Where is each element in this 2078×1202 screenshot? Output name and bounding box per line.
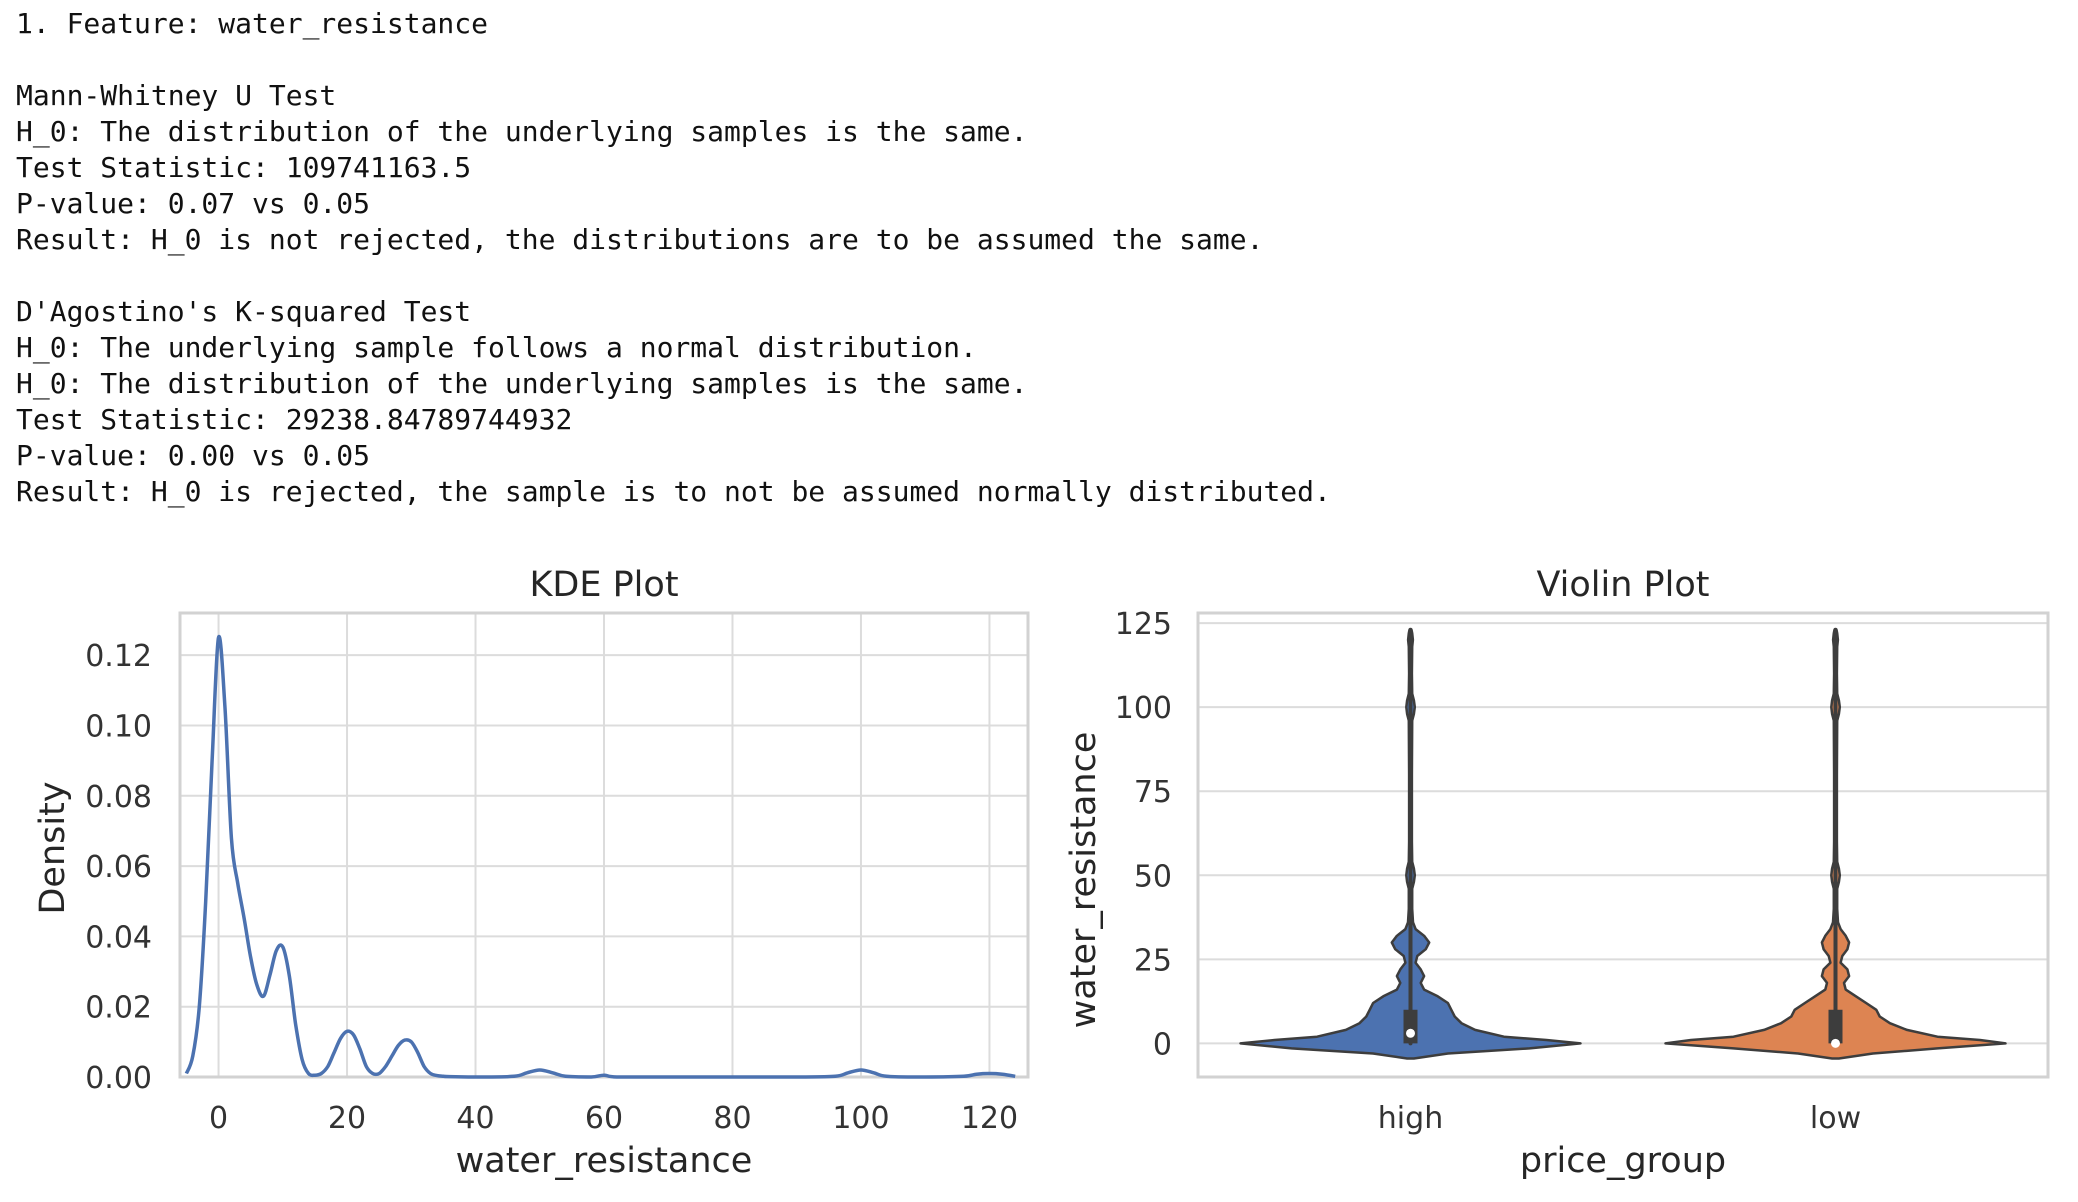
violin-chart: Violin Plot price_group water_resistance… (1064, 565, 2050, 1181)
kde-x-tick-label: 120 (961, 1101, 1018, 1136)
mann-whitney-p-value: P-value: 0.07 vs 0.05 (16, 187, 371, 220)
violin-box-low (1828, 1009, 1843, 1044)
kde-x-tick-label: 60 (585, 1101, 623, 1136)
test-output: 1. Feature: water_resistance Mann-Whitne… (16, 6, 1331, 510)
kde-y-axis-label: Density (33, 781, 73, 914)
kde-y-tick-label: 0.06 (85, 850, 152, 885)
kde-x-axis-label: water_resistance (456, 1141, 753, 1181)
kde-x-tick-label: 40 (456, 1101, 494, 1136)
violin-y-tick-label: 100 (1115, 691, 1172, 726)
kde-x-tick-label: 0 (209, 1101, 228, 1136)
kde-y-tick-label: 0.08 (85, 780, 152, 815)
kde-density-line (184, 634, 1016, 1079)
mann-whitney-title: Mann-Whitney U Test (16, 79, 337, 112)
violin-y-tick-label: 125 (1115, 607, 1172, 642)
kde-x-tick-label: 100 (832, 1101, 889, 1136)
kde-y-tick-label: 0.10 (85, 709, 152, 744)
mann-whitney-result: Result: H_0 is not rejected, the distrib… (16, 223, 1264, 256)
kde-y-tick-label: 0.12 (85, 639, 152, 674)
mann-whitney-hypothesis: H_0: The distribution of the underlying … (16, 115, 1028, 148)
mann-whitney-statistic: Test Statistic: 109741163.5 (16, 151, 472, 184)
dagostino-p-value: P-value: 0.00 vs 0.05 (16, 439, 371, 472)
violin-y-tick-label: 50 (1134, 859, 1172, 894)
kde-plot-frame (178, 611, 1030, 1079)
kde-title: KDE Plot (529, 565, 678, 605)
feature-heading: 1. Feature: water_resistance (16, 7, 489, 40)
violin-x-axis-label: price_group (1520, 1141, 1726, 1181)
kde-x-tick-label: 80 (713, 1101, 751, 1136)
dagostino-title: D'Agostino's K-squared Test (16, 295, 472, 328)
violin-y-tick-label: 25 (1134, 943, 1172, 978)
violin-y-axis-label: water_resistance (1064, 732, 1104, 1029)
violin-x-tick-label: high (1378, 1101, 1443, 1136)
kde-y-tick-label: 0.02 (85, 991, 152, 1026)
violin-box-high (1403, 1009, 1418, 1044)
dagostino-hypothesis-normal: H_0: The underlying sample follows a nor… (16, 331, 977, 364)
kde-chart: KDE Plot water_resistance Density 0 20 40 6… (33, 565, 1030, 1181)
violin-median-high (1406, 1028, 1415, 1038)
kde-x-tick-label: 20 (328, 1101, 366, 1136)
kde-y-tick-label: 0.04 (85, 920, 152, 955)
kde-y-tick-label: 0.00 (85, 1061, 152, 1096)
violin-y-tick-label: 0 (1153, 1027, 1172, 1062)
dagostino-statistic: Test Statistic: 29238.84789744932 (16, 403, 573, 436)
violin-title: Violin Plot (1536, 565, 1709, 605)
dagostino-result: Result: H_0 is rejected, the sample is t… (16, 475, 1331, 508)
violin-median-low (1831, 1038, 1840, 1048)
violin-y-tick-label: 75 (1134, 775, 1172, 810)
dagostino-hypothesis-same: H_0: The distribution of the underlying … (16, 367, 1028, 400)
violin-x-tick-label: low (1810, 1101, 1861, 1136)
violin-plot-frame (1196, 611, 2050, 1079)
